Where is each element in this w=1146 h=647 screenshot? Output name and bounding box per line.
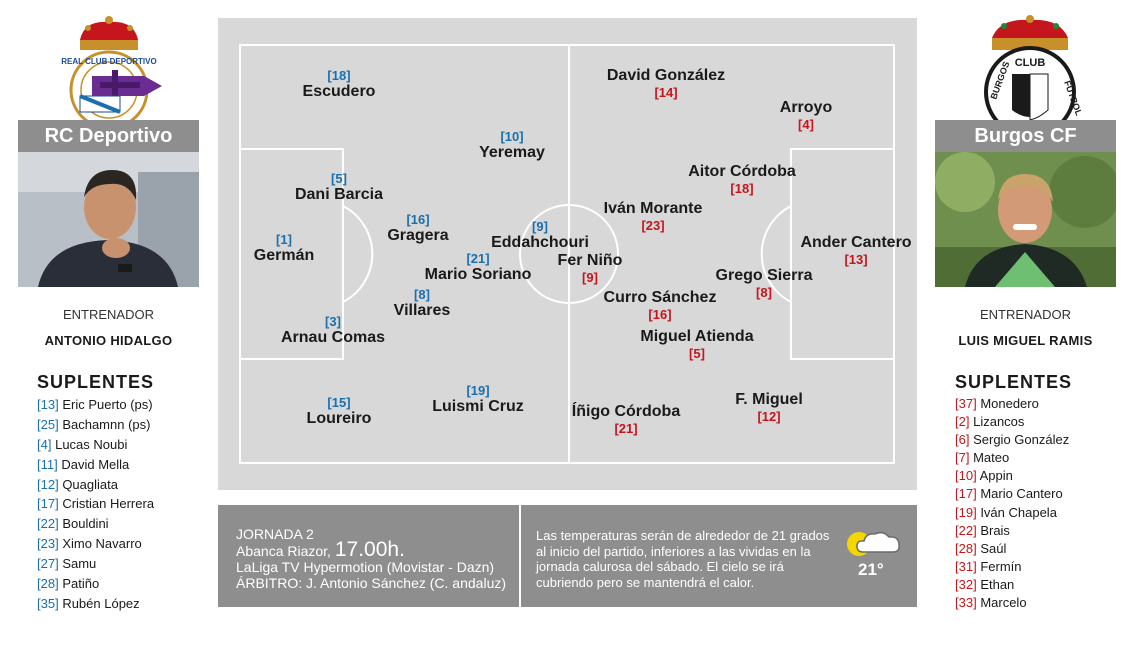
player-fer-nino: Fer Niño [9] [557,252,623,285]
player-gragera: [16] Gragera [387,212,449,244]
away-coach-photo [935,152,1116,287]
tv-channel: LaLiga TV Hypermotion (Movistar - Dazn) [236,559,495,575]
player-dani-barcia: [5] Dani Barcia [294,171,384,203]
list-item: [17] Mario Cantero [955,486,1063,502]
list-item: [28] Patiño [37,576,100,592]
away-coach-name: LUIS MIGUEL RAMIS [958,333,1093,348]
player-arroyo: Arroyo [4] [779,99,833,132]
player-ander-cantero: Ander Cantero [13] [800,234,912,267]
temperature: 21° [858,560,884,579]
player-inigo-cordoba: Íñigo Córdoba [21] [571,403,681,436]
player-loureiro: [15] Loureiro [306,395,372,427]
list-item: [7] Mateo [955,450,1010,466]
home-subs-title: SUPLENTES [37,372,155,392]
list-item: [6] Sergio González [955,432,1070,448]
away-team-name: Burgos CF [935,120,1116,152]
player-curro-sanchez: Curro Sánchez [16] [603,289,717,322]
list-item: [25] Bachamnn (ps) [37,416,151,432]
player-f-miguel: F. Miguel [12] [735,391,803,424]
list-item: [19] Iván Chapela [955,504,1057,520]
match-info-panel [218,505,917,607]
player-miguel-atienda: Miguel Atienda [5] [640,328,754,361]
list-item: [35] Rubén López [37,595,140,611]
player-eddahchouri: [9] Eddahchouri [491,219,589,251]
home-subs-list: [13] Eric Puerto (ps) [25] Bachamnn (ps)… [37,395,154,614]
player-arnau-comas: [3] Arnau Comas [280,314,386,346]
list-item: [12] Quagliata [37,476,118,492]
referee: ÁRBITRO: J. Antonio Sánchez (C. andaluz) [236,575,507,591]
home-coach-label: ENTRENADOR [62,307,154,322]
venue-time: Abanca Riazor, 17.00h. [236,538,405,561]
weather-text: Las temperaturas serán de alrededor de 2… [536,528,830,590]
list-item: [2] Lizancos [955,414,1025,430]
player-villares: [8] Villares [393,287,451,319]
list-item: [23] Ximo Navarro [37,536,142,552]
player-luismi-cruz: [19] Luismi Cruz [432,383,524,415]
list-item: [32] Ethan [955,576,1015,592]
pitch-lines [239,44,895,464]
list-item: [11] David Mella [37,456,130,472]
list-item: [13] Eric Puerto (ps) [37,397,153,412]
player-david-gonzalez: David González [14] [606,67,726,100]
away-coach-label: ENTRENADOR [979,307,1071,322]
list-item: [28] Saúl [955,540,1007,556]
player-mario-soriano: [21] Mario Soriano [424,251,532,283]
deportivo-crest-icon: REAL CLUB DEPORTIVO [61,16,162,124]
home-coach-photo [18,152,199,287]
away-subs-title: SUPLENTES [955,372,1073,392]
list-item: [31] Fermín [955,558,1022,574]
list-item: [22] Bouldini [37,516,109,532]
list-item: [27] Samu [37,556,97,572]
pitch-background [218,18,917,490]
sun-cloud-icon [847,531,900,556]
player-ivan-morante: Iván Morante [23] [603,200,703,233]
jornada: JORNADA 2 [236,526,314,542]
player-escudero: [18] Escudero [302,68,376,100]
home-coach-name: ANTONIO HIDALGO [44,333,173,348]
list-item: [17] Cristian Herrera [37,496,155,512]
list-item: [33] Marcelo [955,595,1027,611]
away-subs-list: [37] Monedero [2] Lizancos [6] Sergio Go… [955,395,1069,612]
list-item: [37] Monedero [955,396,1039,411]
list-item: [22] Brais [955,522,1010,538]
info-divider [519,505,521,607]
match-info: JORNADA 2 Abanca Riazor, 17.00h. LaLiga … [236,526,506,591]
list-item: [4] Lucas Noubi [37,436,128,452]
home-team-name: RC Deportivo [18,120,199,152]
player-aitor-cordoba: Aitor Córdoba [18] [688,163,796,196]
player-yeremay: [10] Yeremay [479,129,545,161]
svg-text:CLUB: CLUB [1015,57,1046,69]
burgos-crest-icon: CLUB BURGOS FUTBOL [984,15,1084,124]
player-grego-sierra: Grego Sierra [8] [715,267,813,300]
list-item: [10] Appin [955,468,1013,484]
player-german: [1] Germán [253,232,315,264]
svg-text:REAL CLUB DEPORTIVO: REAL CLUB DEPORTIVO [61,57,156,66]
